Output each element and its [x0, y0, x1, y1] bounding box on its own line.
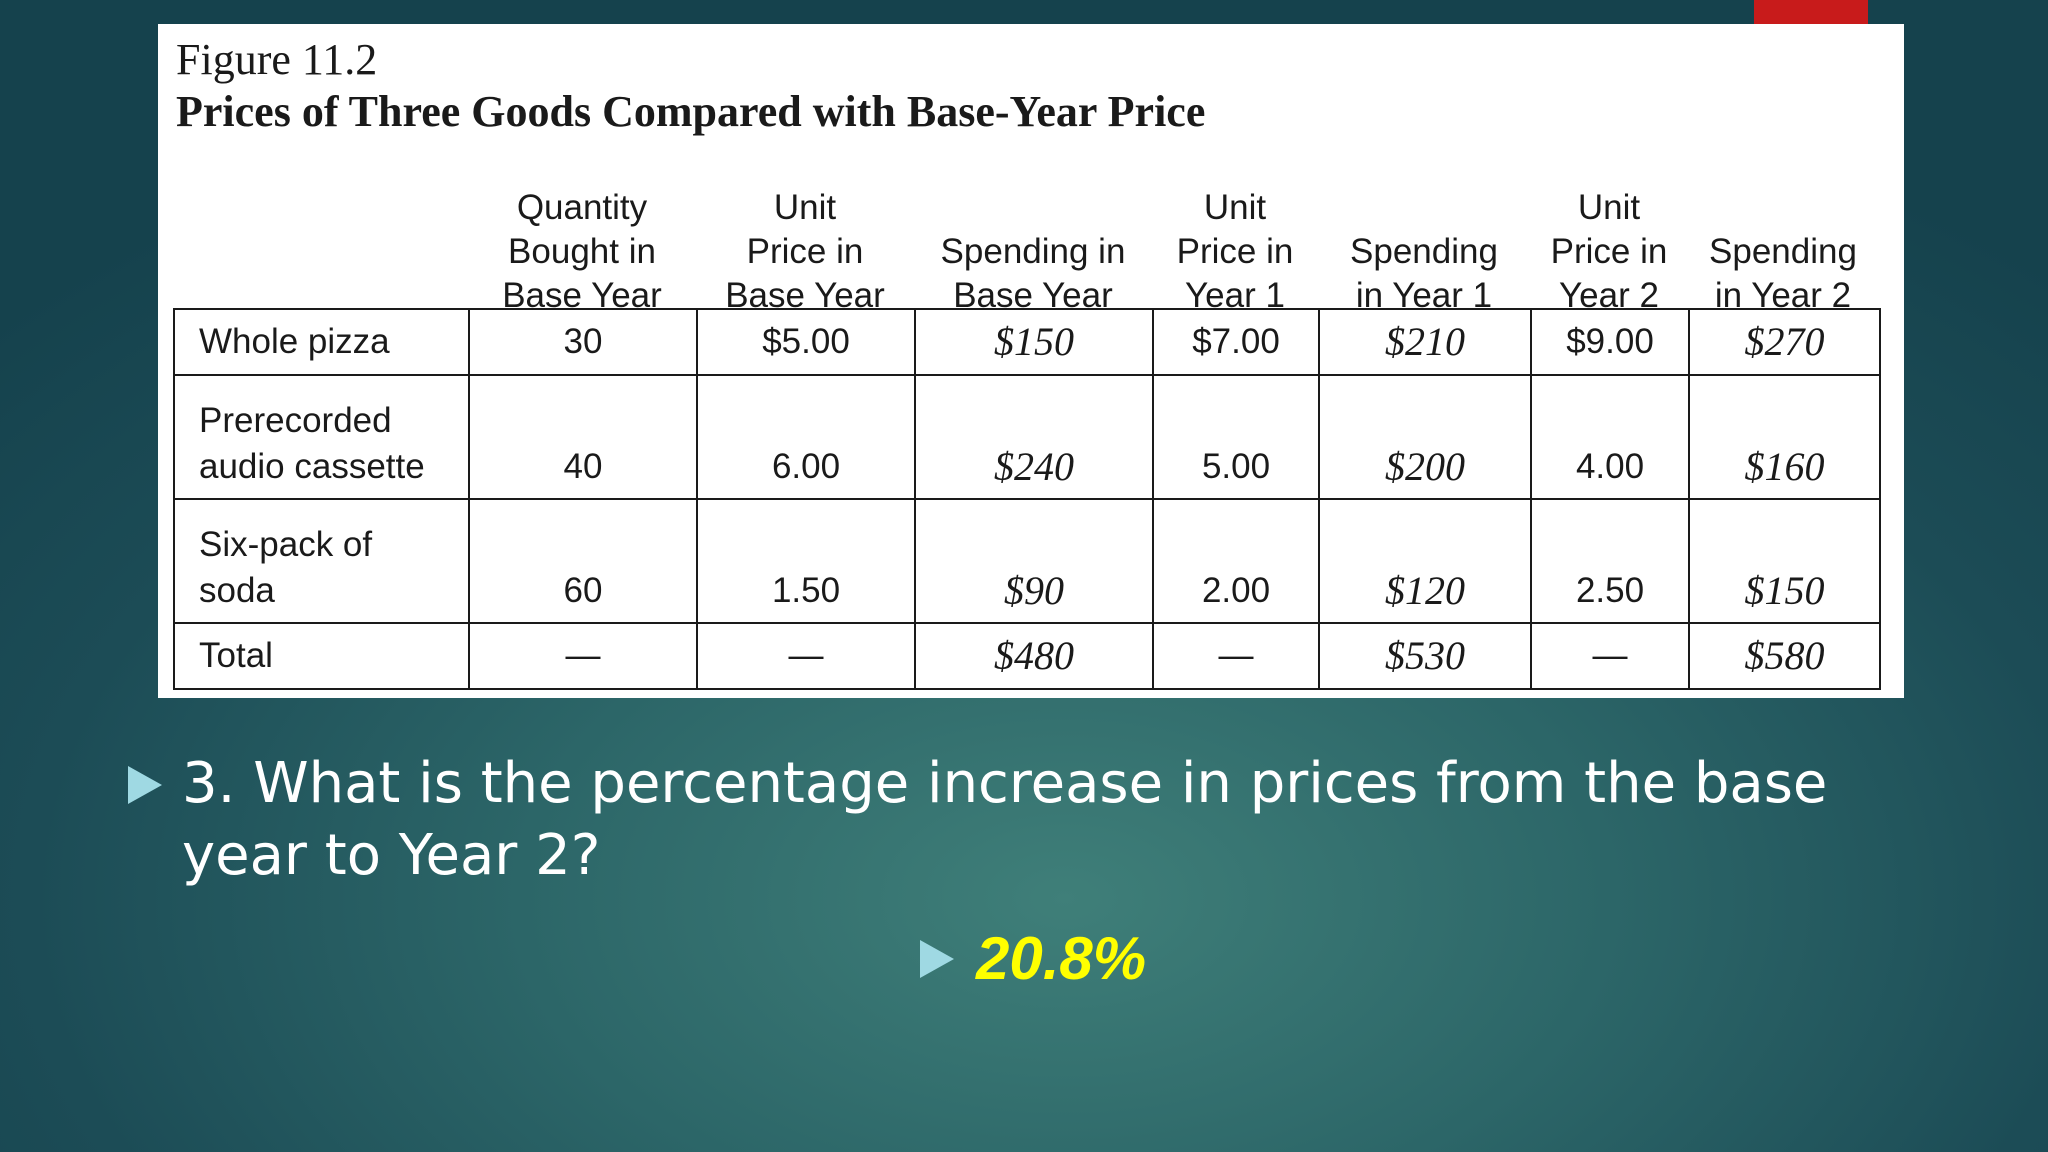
table-cell: 2.00 — [1152, 498, 1320, 624]
figure-number: Figure 11.2 — [176, 35, 378, 84]
prices-table: Whole pizza 30 $5.00 $150 $7.00 $210 $9.… — [173, 308, 1881, 690]
table-cell: — — [1530, 622, 1690, 690]
table-cell: $480 — [914, 622, 1154, 690]
triangle-bullet-icon — [920, 939, 954, 978]
table-cell: — — [468, 622, 698, 690]
table-row: Total — — $480 — $530 — $580 — [173, 622, 1881, 690]
table-cell: $200 — [1318, 374, 1532, 500]
header-spending-y1: Spending in Year 1 — [1350, 232, 1498, 315]
table-cell: $160 — [1688, 374, 1881, 500]
table-row: Six-pack of soda 60 1.50 $90 2.00 $120 2… — [173, 498, 1881, 624]
table-cell: 6.00 — [696, 374, 916, 500]
answer-bullet: 20.8% — [920, 924, 1146, 993]
header-unit-price-base: Unit Price in Base Year — [725, 188, 885, 315]
table-cell: — — [1152, 622, 1320, 690]
figure-card: Figure 11.2 Prices of Three Goods Compar… — [158, 24, 1904, 698]
table-cell: 30 — [468, 308, 698, 376]
table-cell: $270 — [1688, 308, 1881, 376]
table-cell: $90 — [914, 498, 1154, 624]
table-cell: — — [696, 622, 916, 690]
table-row: Whole pizza 30 $5.00 $150 $7.00 $210 $9.… — [173, 308, 1881, 376]
header-spending-base: Spending in Base Year — [940, 232, 1126, 315]
row-label: Prerecorded audio cassette — [173, 374, 470, 500]
table-cell: 4.00 — [1530, 374, 1690, 500]
table-cell: $5.00 — [696, 308, 916, 376]
red-accent-tab — [1754, 0, 1868, 24]
row-label: Six-pack of soda — [173, 498, 470, 624]
table-cell: $240 — [914, 374, 1154, 500]
table-cell: $120 — [1318, 498, 1532, 624]
question-text: 3. What is the percentage increase in pr… — [182, 751, 1828, 888]
header-unit-price-y1: Unit Price in Year 1 — [1176, 188, 1294, 315]
table-cell: 60 — [468, 498, 698, 624]
table-cell: $150 — [1688, 498, 1881, 624]
answer-text: 20.8% — [976, 925, 1147, 992]
table-cell: 40 — [468, 374, 698, 500]
row-label: Whole pizza — [173, 308, 470, 376]
table-cell: $150 — [914, 308, 1154, 376]
table-cell: $530 — [1318, 622, 1532, 690]
triangle-bullet-icon — [128, 766, 162, 804]
table-cell: $7.00 — [1152, 308, 1320, 376]
header-unit-price-y2: Unit Price in Year 2 — [1550, 188, 1668, 315]
question-bullet: 3. What is the percentage increase in pr… — [128, 748, 1928, 892]
table-cell: 2.50 — [1530, 498, 1690, 624]
row-label: Total — [173, 622, 470, 690]
table-cell: $580 — [1688, 622, 1881, 690]
table-row: Prerecorded audio cassette 40 6.00 $240 … — [173, 374, 1881, 500]
table-cell: 5.00 — [1152, 374, 1320, 500]
table-cell: $210 — [1318, 308, 1532, 376]
table-cell: 1.50 — [696, 498, 916, 624]
figure-title: Prices of Three Goods Compared with Base… — [176, 87, 1206, 136]
header-quantity-base: Quantity Bought in Base Year — [502, 188, 662, 315]
header-spending-y2: Spending in Year 2 — [1709, 232, 1857, 315]
table-cell: $9.00 — [1530, 308, 1690, 376]
